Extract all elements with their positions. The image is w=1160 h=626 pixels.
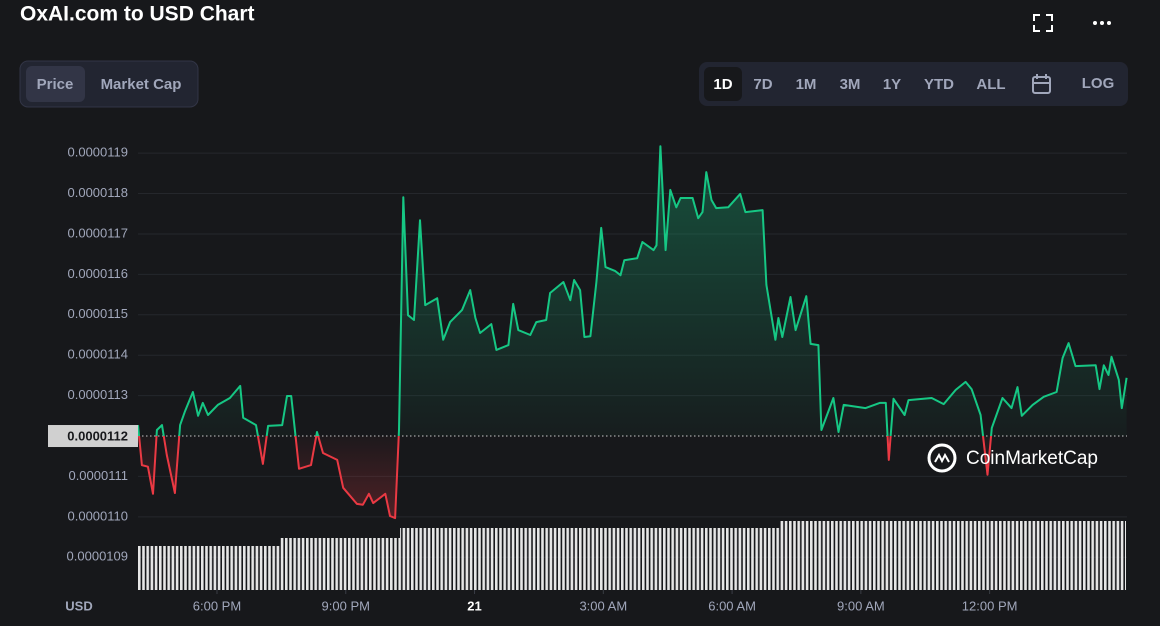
- range-button[interactable]: 1M: [796, 76, 817, 93]
- tab-active-bg: [26, 66, 85, 102]
- more-icon[interactable]: [1093, 21, 1111, 25]
- area-fill: [138, 146, 1127, 519]
- y-tick-label: 0.0000115: [68, 306, 129, 321]
- x-tick-label: 9:00 AM: [837, 598, 885, 613]
- range-button[interactable]: 7D: [753, 76, 772, 93]
- range-button[interactable]: YTD: [924, 76, 954, 93]
- log-button[interactable]: LOG: [1082, 75, 1115, 92]
- volume-bars: [400, 528, 780, 590]
- baseline-label: 0.0000112: [67, 428, 128, 443]
- tab-market-cap[interactable]: Market Cap: [101, 76, 182, 93]
- tab-price[interactable]: Price: [37, 76, 74, 93]
- x-tick-label: 3:00 AM: [579, 598, 627, 613]
- volume-bars: [780, 521, 1126, 590]
- y-axis-label: USD: [65, 598, 92, 613]
- y-tick-label: 0.0000116: [68, 266, 129, 281]
- y-tick-label: 0.0000117: [68, 225, 129, 240]
- baseline-label-bg: [48, 425, 138, 448]
- page-title: OxAI.com to USD Chart: [20, 3, 255, 26]
- range-button[interactable]: 3M: [840, 76, 861, 93]
- fullscreen-icon[interactable]: [1033, 14, 1053, 32]
- x-tick-label: 6:00 PM: [193, 598, 241, 613]
- volume-bars: [138, 546, 280, 590]
- y-tick-label: 0.0000110: [68, 508, 129, 523]
- range-group: [699, 62, 1128, 106]
- y-tick-label: 0.0000119: [68, 145, 129, 160]
- volume-bars: [280, 538, 400, 590]
- y-tick-label: 0.0000114: [68, 347, 129, 362]
- y-tick-label: 0.0000109: [67, 549, 128, 564]
- range-button[interactable]: 1D: [713, 76, 732, 93]
- calendar-icon[interactable]: [1032, 74, 1051, 94]
- x-tick-label: 21: [467, 598, 481, 613]
- price-line: [137, 145, 1128, 520]
- range-button[interactable]: ALL: [976, 76, 1005, 93]
- x-tick-label: 6:00 AM: [708, 598, 756, 613]
- range-active-bg: [704, 67, 742, 101]
- x-tick-label: 9:00 PM: [322, 598, 370, 613]
- y-tick-label: 0.0000118: [68, 185, 129, 200]
- range-button[interactable]: 1Y: [883, 76, 901, 93]
- y-tick-label: 0.0000111: [68, 468, 128, 483]
- x-tick-label: 12:00 PM: [962, 598, 1018, 613]
- y-tick-label: 0.0000113: [68, 387, 129, 402]
- watermark-text: CoinMarketCap: [966, 448, 1098, 469]
- watermark: CoinMarketCap: [927, 443, 1098, 473]
